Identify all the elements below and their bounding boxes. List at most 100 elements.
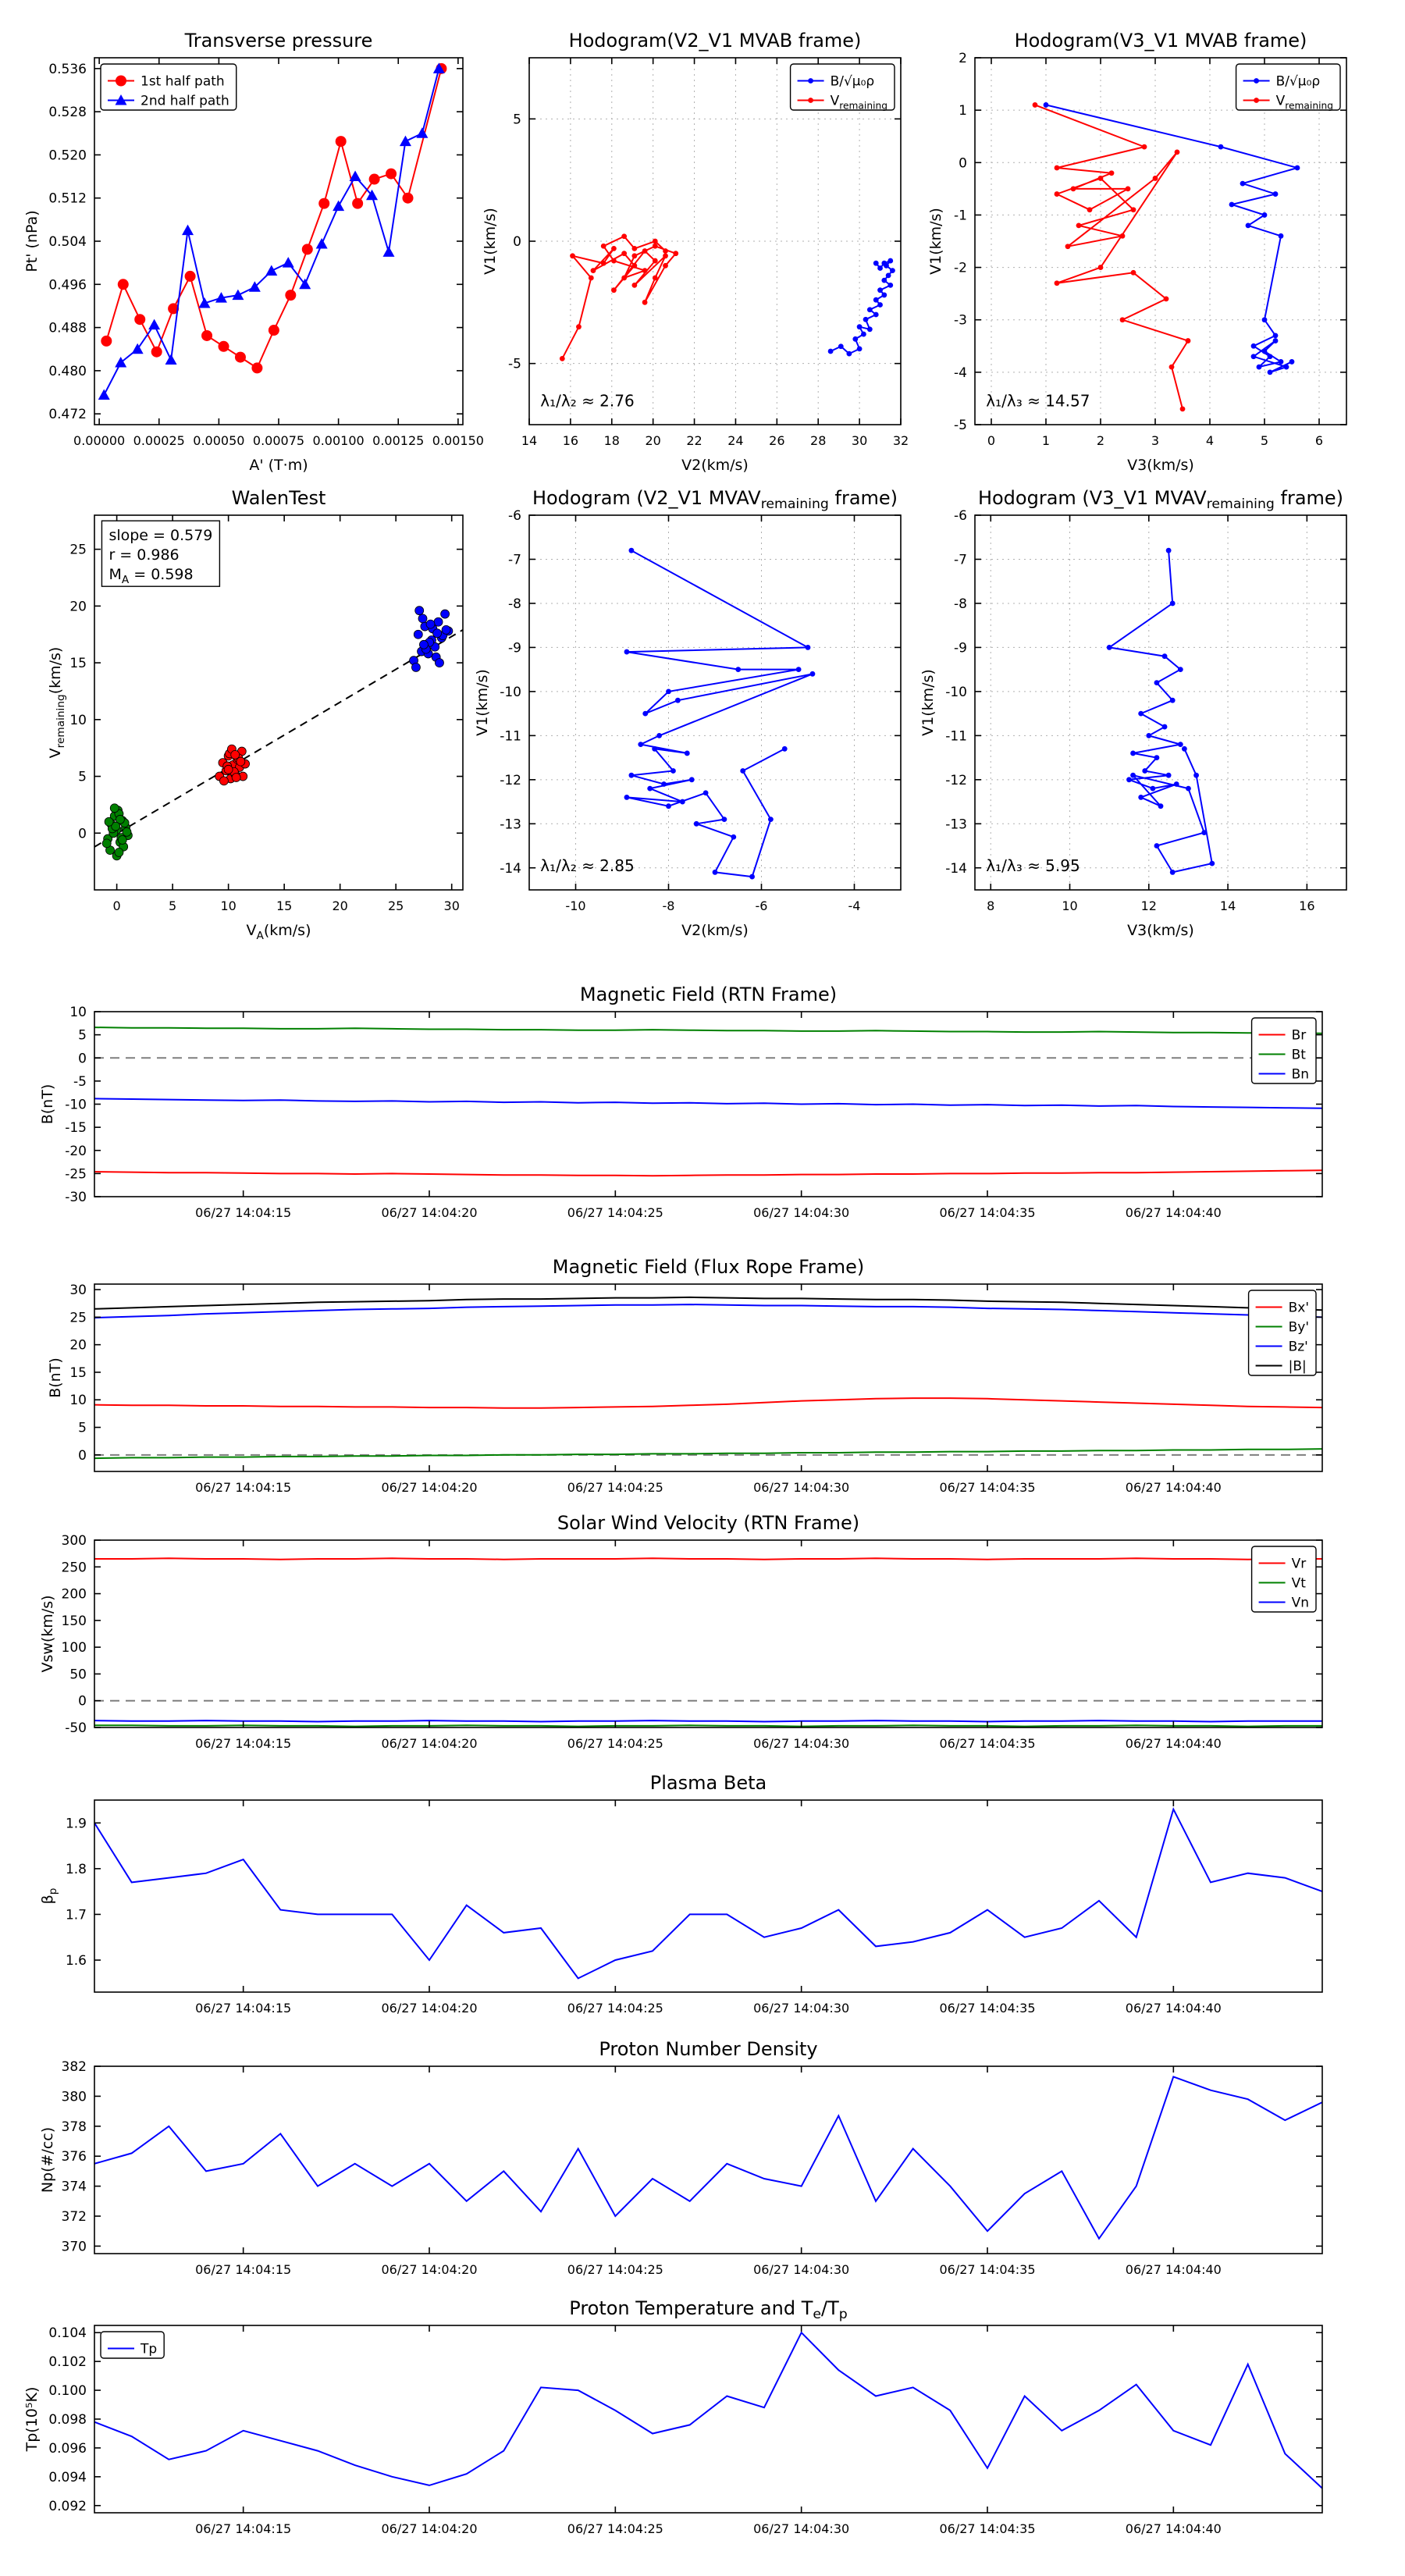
annotation: λ₁/λ₃ ≈ 5.95 (986, 856, 1080, 875)
legend-label: Bt (1292, 1048, 1307, 1063)
y-tick-label: 150 (62, 1614, 87, 1629)
y-tick-label: 0.104 (48, 2325, 87, 2341)
plot-area (94, 1284, 1322, 1471)
y-tick-label: 0.512 (48, 191, 87, 207)
y-tick-label: 15 (69, 1365, 87, 1381)
series-beta-p (94, 1806, 1322, 1980)
x-tick-label: 06/27 14:04:30 (753, 1480, 849, 1495)
y-tick-label: -6 (508, 508, 521, 524)
y-tick-label: -5 (508, 357, 521, 372)
x-axis-label: V2(km/s) (681, 457, 749, 474)
x-tick-label: 10 (220, 898, 236, 913)
annotation: λ₁/λ₂ ≈ 2.85 (540, 856, 634, 875)
x-tick-label: 25 (388, 898, 404, 913)
series-Vr (94, 1557, 1322, 1560)
legend-label: 2nd half path (140, 94, 229, 109)
x-tick-label: 06/27 14:04:40 (1126, 2521, 1222, 2536)
annotation-line: MA = 0.598 (108, 566, 193, 586)
legend: Br Bt Bn (1250, 1017, 1317, 1084)
x-tick-label: 0 (113, 898, 121, 913)
x-tick-label: 06/27 14:04:40 (1126, 1480, 1222, 1495)
y-tick-label: 0.480 (48, 364, 87, 379)
series-Bn (94, 1098, 1322, 1109)
x-tick-label: 06/27 14:04:40 (1126, 1736, 1222, 1751)
axes-border (94, 514, 464, 891)
y-tick-label: 0.098 (48, 2412, 87, 2428)
x-tick-label: -8 (663, 898, 675, 913)
y-tick-label: -3 (954, 313, 967, 329)
axes-border (974, 57, 1347, 425)
x-tick-label: -10 (565, 898, 585, 913)
annotation-box: slope = 0.579 r = 0.986 MA = 0.598 (101, 520, 221, 587)
axes-border (94, 1539, 1323, 1728)
x-tick-label: 06/27 14:04:20 (381, 1205, 477, 1220)
y-axis-label: Vsw(km/s) (39, 1595, 56, 1672)
series-hodogram-path (1107, 550, 1213, 873)
y-axis-label: B(nT) (47, 1357, 64, 1398)
legend-label: Tp (140, 2342, 157, 2357)
y-tick-label: 0.504 (48, 234, 87, 250)
series-Vt (94, 1724, 1322, 1727)
y-tick-label: 0.102 (48, 2354, 87, 2370)
x-tick-label: 6 (1315, 433, 1323, 448)
y-tick-label: -5 (954, 418, 967, 433)
series-markers-hodogram-path (624, 547, 816, 880)
chart-proton-temperature: 06/27 14:04:15 06/27 14:04:20 06/27 14:04:… (23, 2297, 1323, 2536)
y-axis-label: Np(#/cc) (39, 2127, 56, 2193)
x-tick-label: 0.00075 (253, 433, 304, 448)
series-fit-line (94, 629, 463, 848)
x-tick-label: 14 (1220, 898, 1236, 913)
chart-hodogram-v2v1-mvav: -10 -8 -6 -4 -14 -13 -12 -11 -10 -9 -8 -7 -6 Hodogram… (474, 487, 902, 939)
y-tick-label: 1.9 (66, 1816, 87, 1831)
series-markers-cluster-red (215, 744, 250, 786)
annotation: λ₁/λ₃ ≈ 14.57 (986, 392, 1090, 411)
y-axis-label: βp (39, 1888, 59, 1905)
x-tick-label: 06/27 14:04:20 (381, 2521, 477, 2536)
y-tick-label: 0.100 (48, 2383, 87, 2399)
legend-label: Bn (1292, 1067, 1309, 1083)
y-axis-label: Tp(10⁵K) (23, 2387, 41, 2453)
legend-label: Bz' (1289, 1340, 1308, 1355)
y-tick-label: 15 (69, 656, 87, 671)
y-tick-label: -20 (65, 1144, 87, 1159)
y-tick-label: -13 (945, 817, 967, 832)
y-tick-label: 25 (69, 1310, 87, 1325)
x-axis-label: V3(km/s) (1127, 457, 1194, 474)
x-tick-label: 24 (727, 433, 743, 448)
y-tick-label: 5 (513, 112, 521, 127)
legend: Tp (100, 2331, 165, 2359)
x-axis-label: VA(km/s) (247, 922, 311, 942)
y-tick-label: 200 (62, 1587, 87, 1603)
x-tick-label: 26 (769, 433, 784, 448)
y-axis-label: V1(km/s) (474, 669, 491, 736)
y-tick-label: 0.472 (48, 407, 87, 422)
series-markers-b-over-sqrt-mu0rho (1043, 102, 1300, 375)
axes-border (94, 1283, 1323, 1472)
x-tick-label: 06/27 14:04:30 (753, 2521, 849, 2536)
x-tick-label: 06/27 14:04:40 (1126, 2001, 1222, 2016)
x-tick-label: 0.00050 (193, 433, 244, 448)
x-tick-label: 30 (852, 433, 867, 448)
plot-area (94, 1800, 1322, 1992)
y-tick-label: -11 (500, 728, 521, 744)
x-tick-label: 20 (332, 898, 347, 913)
y-tick-label: 300 (62, 1533, 87, 1549)
chart-solar-wind-velocity: 06/27 14:04:15 06/27 14:04:20 06/27 14:04:… (39, 1512, 1323, 1751)
legend-label: Vremaining (1276, 94, 1333, 112)
y-tick-label: -8 (508, 596, 521, 612)
chart-plasma-beta: 06/27 14:04:15 06/27 14:04:20 06/27 14:04:… (39, 1772, 1323, 2016)
axes-border (94, 2065, 1323, 2254)
x-tick-label: 0.00025 (133, 433, 185, 448)
x-tick-label: 06/27 14:04:25 (567, 2262, 663, 2277)
y-axis-label: V1(km/s) (927, 208, 944, 275)
y-tick-label: -25 (65, 1166, 87, 1182)
legend-label: |B| (1289, 1359, 1307, 1375)
y-tick-label: -12 (500, 773, 521, 788)
y-tick-label: -7 (508, 552, 521, 568)
plot-area (94, 2325, 1322, 2513)
x-tick-label: 06/27 14:04:40 (1126, 1205, 1222, 1220)
y-tick-label: 380 (62, 2089, 87, 2105)
y-tick-label: -14 (500, 861, 521, 877)
y-axis-label: V1(km/s) (482, 208, 499, 275)
